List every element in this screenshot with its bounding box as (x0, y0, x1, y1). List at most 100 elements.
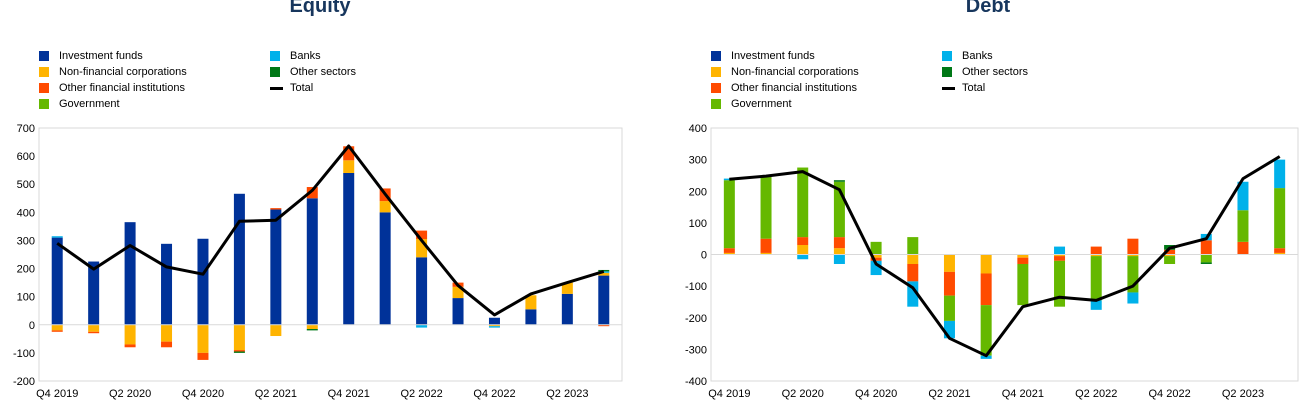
debt-bar-banks (980, 355, 992, 359)
debt-bar-government (980, 305, 992, 356)
equity-bar-non-financial-corporations (488, 324, 500, 327)
debt-bar-banks (797, 254, 809, 260)
debt-bar-other-financial-institutions (1274, 248, 1286, 253)
debt-bar-non-financial-corporations (980, 254, 992, 274)
equity-y-tick-label: 200 (17, 264, 35, 276)
debt-panel: Debt Investment funds Non-financial corpo… (668, 0, 1308, 406)
equity-bar-investment-funds (197, 238, 209, 325)
legend-label: Investment funds (731, 50, 815, 62)
equity-bar-banks (416, 324, 428, 328)
equity-bar-non-financial-corporations (51, 324, 63, 331)
debt-bar-other-sectors (833, 180, 845, 182)
debt-x-tick-label: Q4 2022 (1148, 388, 1190, 400)
debt-bar-non-financial-corporations (723, 252, 735, 255)
debt-bar-other-financial-institutions (1200, 240, 1212, 255)
equity-y-tick-label: 400 (17, 207, 35, 219)
legend-swatch (270, 67, 280, 77)
debt-bar-other-financial-institutions (943, 271, 955, 296)
legend-swatch (711, 99, 721, 109)
equity-x-tick-label: Q4 2019 (36, 388, 78, 400)
equity-bar-banks (51, 236, 63, 238)
equity-bar-investment-funds (379, 212, 391, 325)
debt-bar-government (1200, 254, 1212, 263)
legend-swatch (39, 83, 49, 93)
debt-bar-government (907, 237, 919, 255)
equity-bar-investment-funds (561, 293, 573, 325)
legend-label: Non-financial corporations (731, 66, 859, 78)
legend-label: Non-financial corporations (59, 66, 187, 78)
debt-y-tick-label: -300 (685, 344, 707, 356)
equity-panel: Equity Investment funds Non-financial cor… (0, 0, 640, 406)
legend-swatch (270, 87, 283, 90)
equity-bar-non-financial-corporations (379, 201, 391, 213)
debt-y-tick-label: 300 (689, 155, 707, 167)
equity-bar-other-sectors (306, 328, 318, 331)
equity-chart-svg: -200 -100 0 100 200 300 400 500 600 700 Q4 2019 Q2 … (13, 123, 623, 400)
debt-chart-svg: -400 -300 -200 -100 0 100 200 300 400 Q4 2019 Q2 2… (685, 123, 1299, 400)
debt-bar-other-financial-institutions (1017, 257, 1029, 264)
equity-bar-other-financial-institutions (124, 344, 136, 348)
debt-bar-other-financial-institutions (760, 238, 772, 253)
debt-bar-government (1017, 263, 1029, 306)
legend-swatch (39, 99, 49, 109)
equity-bar-investment-funds (452, 298, 464, 325)
debt-legend: Investment funds Non-financial corporatio… (711, 49, 1131, 113)
debt-bar-banks (870, 260, 882, 276)
equity-x-tick-label: Q2 2022 (400, 388, 442, 400)
legend-label: Government (59, 98, 120, 110)
legend-label: Government (731, 98, 792, 110)
debt-bar-non-financial-corporations (870, 254, 882, 258)
equity-x-tick-label: Q4 2021 (328, 388, 370, 400)
legend-swatch (942, 87, 955, 90)
debt-bar-non-financial-corporations (907, 254, 919, 264)
debt-x-tick-label: Q2 2023 (1222, 388, 1264, 400)
equity-x-tick-label: Q2 2021 (255, 388, 297, 400)
debt-x-tick-label: Q4 2019 (708, 388, 750, 400)
debt-bar-other-financial-institutions (1127, 238, 1139, 255)
equity-bar-non-financial-corporations (124, 324, 136, 345)
debt-x-tick-label: Q2 2021 (928, 388, 970, 400)
equity-bar-non-financial-corporations (270, 324, 282, 337)
debt-bar-banks (907, 281, 919, 307)
debt-y-tick-label: 200 (689, 186, 707, 198)
debt-bar-government (870, 241, 882, 255)
equity-plot-frame (38, 127, 623, 382)
equity-bar-other-financial-institutions (270, 208, 282, 210)
equity-bar-investment-funds (270, 209, 282, 325)
debt-bar-banks (1054, 246, 1066, 255)
debt-bar-other-financial-institutions (723, 248, 735, 253)
equity-bar-non-financial-corporations (343, 160, 355, 173)
debt-bar-other-financial-institutions (1237, 241, 1249, 255)
equity-bar-other-financial-institutions (416, 230, 428, 240)
equity-bar-other-sectors (598, 269, 610, 272)
debt-bar-other-sectors (1200, 262, 1212, 264)
equity-bar-investment-funds (233, 193, 245, 325)
equity-x-tick-label: Q2 2020 (109, 388, 151, 400)
equity-x-tick-label: Q4 2020 (182, 388, 224, 400)
equity-y-tick-label: 600 (17, 151, 35, 163)
legend-swatch (39, 51, 49, 61)
equity-bar-banks (488, 326, 500, 328)
debt-bar-government (943, 295, 955, 321)
debt-x-tick-label: Q4 2020 (855, 388, 897, 400)
equity-y-tick-label: 300 (17, 235, 35, 247)
legend-label: Banks (290, 50, 321, 62)
equity-bar-investment-funds (525, 309, 537, 325)
debt-bar-non-financial-corporations (1090, 254, 1102, 257)
equity-y-tick-label: 700 (17, 123, 35, 135)
debt-bar-other-financial-institutions (1090, 246, 1102, 255)
equity-bar-non-financial-corporations (561, 282, 573, 294)
equity-y-tick-label: -100 (13, 348, 35, 360)
equity-chart-title: Equity (289, 0, 351, 17)
debt-bar-government (1237, 210, 1249, 242)
equity-bar-other-financial-institutions (161, 341, 173, 348)
legend-swatch (270, 51, 280, 61)
debt-bar-non-financial-corporations (797, 245, 809, 255)
debt-bar-non-financial-corporations (1274, 252, 1286, 255)
equity-bar-investment-funds (51, 237, 63, 325)
debt-bar-other-financial-institutions (797, 237, 809, 246)
debt-y-tick-label: -200 (685, 313, 707, 325)
equity-bar-non-financial-corporations (88, 324, 100, 332)
equity-bar-non-financial-corporations (452, 286, 464, 299)
legend-swatch (711, 83, 721, 93)
